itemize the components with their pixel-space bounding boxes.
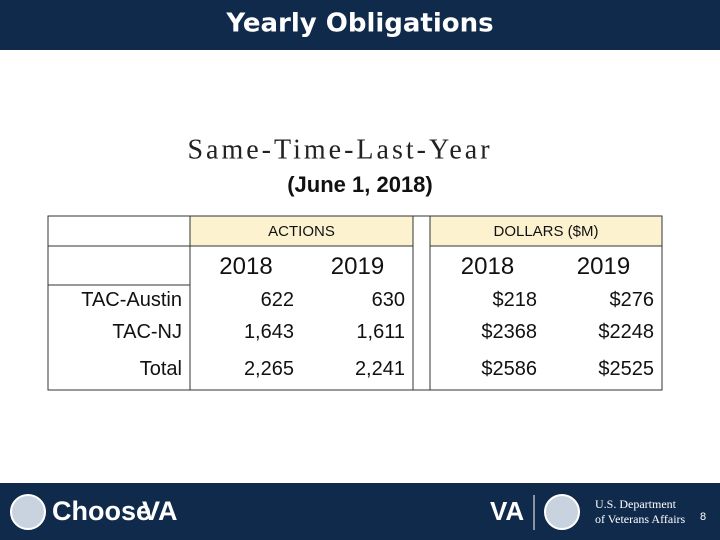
group-header-cell bbox=[190, 216, 413, 246]
row-label: TAC-NJ bbox=[112, 321, 182, 343]
department: U.S. Department bbox=[595, 497, 677, 511]
va-logo: VA bbox=[490, 496, 524, 526]
seal bbox=[544, 494, 580, 530]
table-block bbox=[412, 215, 431, 391]
brand: Choose bbox=[52, 496, 151, 526]
cell-value: $2368 bbox=[481, 321, 537, 343]
cell-value: $2525 bbox=[598, 358, 654, 380]
cell-value: $218 bbox=[493, 289, 538, 311]
cell-value: $2248 bbox=[598, 321, 654, 343]
department: of Veterans Affairs bbox=[595, 512, 686, 526]
cell-value: $276 bbox=[610, 289, 655, 311]
year-header: 2019 bbox=[577, 253, 630, 280]
page-number: 8 bbox=[700, 511, 706, 523]
cell-value: $2586 bbox=[481, 358, 537, 380]
date: (June 1, 2018) bbox=[287, 172, 433, 197]
cell-value: 630 bbox=[372, 289, 405, 311]
year-header: 2018 bbox=[461, 253, 514, 280]
group-header: DOLLARS ($M) bbox=[493, 223, 598, 240]
cell-value: 1,611 bbox=[356, 321, 405, 343]
table: ACTIONS DOLLARS ($M) 2018 2019 2018 2019 TAC-A… bbox=[47, 215, 663, 391]
cell-value: 1,643 bbox=[244, 321, 294, 343]
table-block bbox=[429, 215, 663, 391]
header-bar bbox=[0, 0, 720, 50]
cell-value: 622 bbox=[261, 289, 294, 311]
row-label: Total bbox=[140, 358, 182, 380]
cell-value: 2,241 bbox=[355, 358, 405, 380]
row-label: TAC-Austin bbox=[81, 289, 182, 311]
group-header: ACTIONS bbox=[268, 223, 335, 240]
year-header: 2018 bbox=[219, 253, 272, 280]
cell-value: 2,265 bbox=[244, 358, 294, 380]
slide-title: Yearly Obligations bbox=[225, 9, 493, 39]
brand-mark: VA bbox=[142, 496, 178, 526]
footer-bar bbox=[0, 483, 720, 540]
year-header: 2019 bbox=[331, 253, 384, 280]
subtitle: Same-Time-Last-Year bbox=[187, 134, 492, 165]
seal bbox=[10, 494, 46, 530]
group-header-cell bbox=[430, 216, 662, 246]
